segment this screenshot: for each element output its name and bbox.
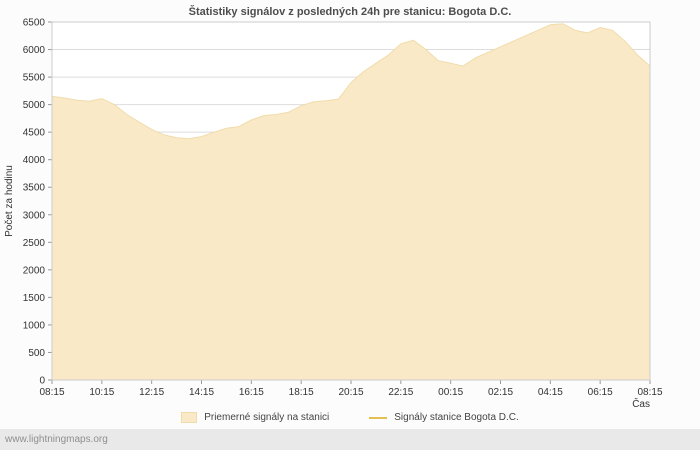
- svg-text:06:15: 06:15: [588, 387, 613, 398]
- svg-text:00:15: 00:15: [438, 387, 463, 398]
- svg-text:1500: 1500: [23, 293, 46, 304]
- svg-text:08:15: 08:15: [637, 387, 662, 398]
- svg-text:5500: 5500: [23, 73, 46, 84]
- svg-text:2000: 2000: [23, 265, 46, 276]
- svg-text:22:15: 22:15: [388, 387, 413, 398]
- svg-text:4000: 4000: [23, 155, 46, 166]
- svg-text:0: 0: [39, 376, 45, 387]
- line-swatch-icon: [369, 416, 388, 419]
- svg-text:500: 500: [28, 348, 45, 359]
- chart-title: Štatistiky signálov z posledných 24h pre…: [189, 5, 512, 18]
- svg-text:14:15: 14:15: [189, 387, 214, 398]
- legend-item-line: Signály stanice Bogota D.C.: [369, 412, 519, 423]
- legend-item-area: Priemerné signály na stanici: [181, 412, 329, 423]
- legend-line-label: Signály stanice Bogota D.C.: [394, 412, 519, 423]
- svg-text:3000: 3000: [23, 210, 46, 221]
- signal-stats-chart: Štatistiky signálov z posledných 24h pre…: [4, 5, 663, 410]
- svg-text:16:15: 16:15: [239, 387, 264, 398]
- chart-plot-area: 0 500 1000 1500 2000 2500 3000 3500 4000 4500 5000…: [23, 18, 663, 399]
- svg-text:3500: 3500: [23, 183, 46, 194]
- svg-text:6500: 6500: [23, 18, 46, 29]
- svg-text:10:15: 10:15: [89, 387, 114, 398]
- chart-legend: Priemerné signály na stanici Signály sta…: [0, 412, 700, 423]
- svg-text:12:15: 12:15: [139, 387, 164, 398]
- legend-area-label: Priemerné signály na stanici: [204, 412, 330, 423]
- svg-text:6000: 6000: [23, 45, 46, 56]
- svg-text:2500: 2500: [23, 238, 46, 249]
- svg-text:5000: 5000: [23, 100, 46, 111]
- watermark-link[interactable]: www.lightningmaps.org: [5, 434, 108, 445]
- footer-bar: www.lightningmaps.org: [0, 429, 700, 450]
- y-axis-label: Počet za hodinu: [4, 165, 15, 237]
- svg-text:20:15: 20:15: [338, 387, 363, 398]
- svg-text:02:15: 02:15: [488, 387, 513, 398]
- svg-text:08:15: 08:15: [39, 387, 64, 398]
- svg-text:1000: 1000: [23, 320, 46, 331]
- svg-text:18:15: 18:15: [289, 387, 314, 398]
- area-swatch-icon: [181, 412, 198, 423]
- svg-text:4500: 4500: [23, 128, 46, 139]
- svg-text:04:15: 04:15: [538, 387, 563, 398]
- x-axis-label: Čas: [632, 397, 650, 410]
